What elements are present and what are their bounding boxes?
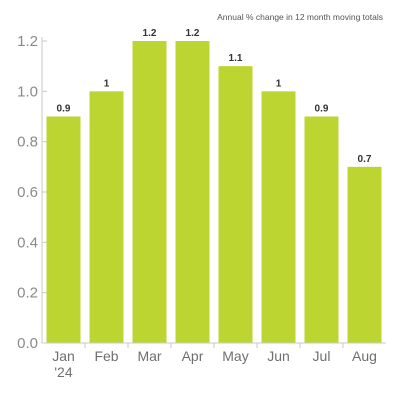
y-tick-label: 0.6 [17,184,38,201]
bar-jun [261,91,296,343]
data-label: 1 [104,78,110,89]
bar-feb [89,91,124,343]
bar-jan [46,116,81,343]
chart-subtitle: Annual % change in 12 month moving total… [217,12,383,22]
data-label: 1.1 [229,53,243,64]
y-tick-label: 0.0 [17,335,38,352]
bar-mar [132,41,167,343]
data-label: 0.9 [315,104,329,115]
bar-apr [175,41,210,343]
y-tick-label: 0.2 [17,285,38,302]
y-tick-label: 0.4 [17,234,38,251]
bars [46,41,382,344]
bar-jul [304,116,339,343]
x-tick-label: Aug [352,348,377,364]
x-tick-sublabel: '24 [54,364,72,380]
y-tick-label: 0.8 [17,134,38,151]
x-axis: Jan'24 Feb Mar Apr May Jun Jul Aug [42,342,386,380]
data-label: 1 [276,78,282,89]
x-tick-label: May [222,348,248,364]
x-tick-label: Feb [94,348,118,364]
x-tick-label: Mar [137,348,161,364]
bar-aug [347,166,382,343]
x-tick-label: Apr [182,348,204,364]
x-tick-label: Jul [313,348,331,364]
x-tick-label: Jun [267,348,290,364]
data-label: 0.7 [358,154,372,165]
value-labels: 0.9 1 1.2 1.2 1.1 1 0.9 0.7 [57,28,372,165]
y-tick-label: 1.0 [17,83,38,100]
x-tick-label: Jan [52,348,75,364]
data-label: 0.9 [57,104,71,115]
data-label: 1.2 [186,28,200,39]
y-axis: 0.0 0.2 0.4 0.6 0.8 1.0 1.2 [17,33,47,352]
data-label: 1.2 [143,28,157,39]
y-tick-label: 1.2 [17,33,38,50]
bar-may [218,66,253,344]
